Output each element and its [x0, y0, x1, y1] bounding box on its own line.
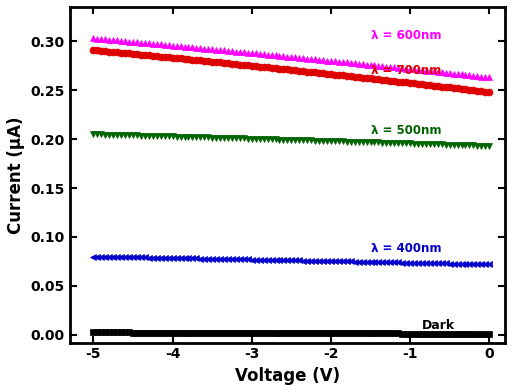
- Text: λ = 700nm: λ = 700nm: [371, 64, 441, 77]
- Text: λ = 400nm: λ = 400nm: [371, 242, 441, 255]
- X-axis label: Voltage (V): Voltage (V): [235, 367, 340, 385]
- Y-axis label: Current (μA): Current (μA): [7, 116, 25, 234]
- Text: λ = 500nm: λ = 500nm: [371, 124, 441, 137]
- Text: Dark: Dark: [422, 319, 455, 332]
- Text: λ = 600nm: λ = 600nm: [371, 29, 441, 42]
